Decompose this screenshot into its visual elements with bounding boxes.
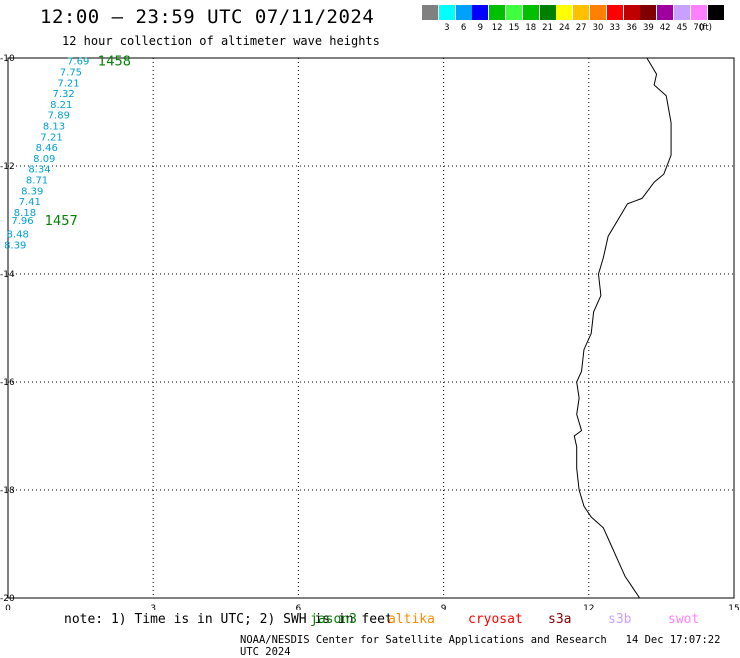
scale-swatch xyxy=(522,5,539,20)
wave-height-value: 8.48 xyxy=(7,230,29,241)
x-tick-label: 3 xyxy=(150,604,156,610)
scale-label: 39 xyxy=(642,23,654,33)
scale-label: 70 xyxy=(693,23,705,33)
x-tick-label: 9 xyxy=(441,604,447,610)
scale-label: 15 xyxy=(508,23,520,33)
satellite-label-jason3: jason3 xyxy=(310,612,357,627)
scale-swatch xyxy=(506,5,522,20)
wave-height-value: 7.41 xyxy=(19,197,41,208)
scale-swatch xyxy=(640,5,657,20)
wave-height-value: 8.39 xyxy=(4,240,26,251)
wave-height-value: 7.89 xyxy=(48,111,70,122)
scale-label: 24 xyxy=(558,23,570,33)
scale-unit: (ft) xyxy=(699,23,712,33)
scale-label: 6 xyxy=(460,23,467,33)
credit-text: NOAA/NESDIS Center for Satellite Applica… xyxy=(240,634,607,646)
scale-swatch xyxy=(707,5,724,20)
pass-number-label: 1457 xyxy=(45,214,78,229)
pass-labels: 1458 1457 xyxy=(45,55,131,229)
footer-credit: NOAA/NESDIS Center for Satellite Applica… xyxy=(240,634,740,658)
scale-label: 42 xyxy=(659,23,671,33)
x-tick-label: 15 xyxy=(728,604,739,610)
wave-height-value: 8.18 xyxy=(14,208,36,219)
wave-height-value: 7.21 xyxy=(40,132,62,143)
map-title: 12:00 — 23:59 UTC 07/11/2024 xyxy=(40,6,375,28)
wave-height-map: 0 3 6 9 12 15-10-12-14-16-18-20 7.697.757.217… xyxy=(0,54,740,610)
coastline xyxy=(573,57,672,599)
axis-ticks: 0 3 6 9 12 15 -10 -12 -14 -16 -18 -20 xyxy=(0,54,740,610)
scale-swatch xyxy=(422,5,438,20)
scale-label: 33 xyxy=(609,23,621,33)
scale-label: 30 xyxy=(592,23,604,33)
wave-height-value: 8.34 xyxy=(28,165,50,176)
y-tick-label: -16 xyxy=(0,378,15,388)
wave-height-value: 7.75 xyxy=(60,68,82,79)
wave-height-value: 7.21 xyxy=(57,78,79,89)
pass-number-label: 1458 xyxy=(98,55,131,70)
y-tick-label: -10 xyxy=(0,54,15,64)
wave-height-value: 8.39 xyxy=(21,186,43,197)
wave-height-labels: 7.697.757.217.328.217.898.137.218.468.09… xyxy=(4,57,89,252)
y-tick-label: -12 xyxy=(0,162,15,172)
wave-height-value: 8.21 xyxy=(50,100,72,111)
scale-label: 21 xyxy=(542,23,553,33)
footer-note: note: 1) Time is in UTC; 2) SWH is in fe… xyxy=(64,612,393,627)
scale-label: 12 xyxy=(491,23,503,33)
wave-height-value: 7.69 xyxy=(67,57,89,68)
scale-swatch xyxy=(455,5,472,20)
wave-height-value: 7.96 xyxy=(11,216,33,227)
scale-swatch xyxy=(590,5,606,20)
wave-height-value: 8.71 xyxy=(26,176,48,187)
scale-swatch xyxy=(657,5,674,20)
scale-swatch xyxy=(438,5,455,20)
scale-swatch xyxy=(556,5,573,20)
y-tick-label: -14 xyxy=(0,270,15,280)
satellite-label-s3b: s3b xyxy=(608,612,632,627)
scale-label: 36 xyxy=(626,23,637,33)
x-tick-label: 12 xyxy=(583,604,594,610)
wave-height-value: 8.46 xyxy=(36,143,58,154)
map-subtitle: 12 hour collection of altimeter wave hei… xyxy=(62,34,380,48)
scale-label: 3 xyxy=(444,23,450,33)
scale-swatch xyxy=(623,5,640,20)
satellite-label-altika: altika xyxy=(388,612,435,627)
scale-label: 27 xyxy=(575,23,587,33)
scale-swatch xyxy=(606,5,623,20)
scale-label: 45 xyxy=(676,23,688,33)
scale-label: 9 xyxy=(477,23,484,33)
scale-swatch xyxy=(472,5,489,20)
y-tick-label: -18 xyxy=(0,486,15,496)
x-tick-label: 0 xyxy=(5,604,11,610)
scale-swatch xyxy=(690,5,707,20)
map-frame xyxy=(7,57,735,599)
wave-height-value: 8.09 xyxy=(33,154,55,165)
scale-swatch xyxy=(674,5,690,20)
wave-height-value: 8.13 xyxy=(43,122,65,133)
map-grid xyxy=(8,58,734,598)
x-tick-label: 6 xyxy=(296,604,302,610)
scale-swatch xyxy=(539,5,556,20)
scale-swatch xyxy=(573,5,590,20)
scale-label: 18 xyxy=(525,23,537,33)
satellite-label-s3a: s3a xyxy=(548,612,572,627)
scale-swatch xyxy=(489,5,506,20)
satellite-label-cryosat: cryosat xyxy=(468,612,523,627)
wave-height-value: 7.32 xyxy=(53,89,75,100)
y-tick-label: -20 xyxy=(0,594,15,604)
satellite-label-swot: swot xyxy=(668,612,700,627)
